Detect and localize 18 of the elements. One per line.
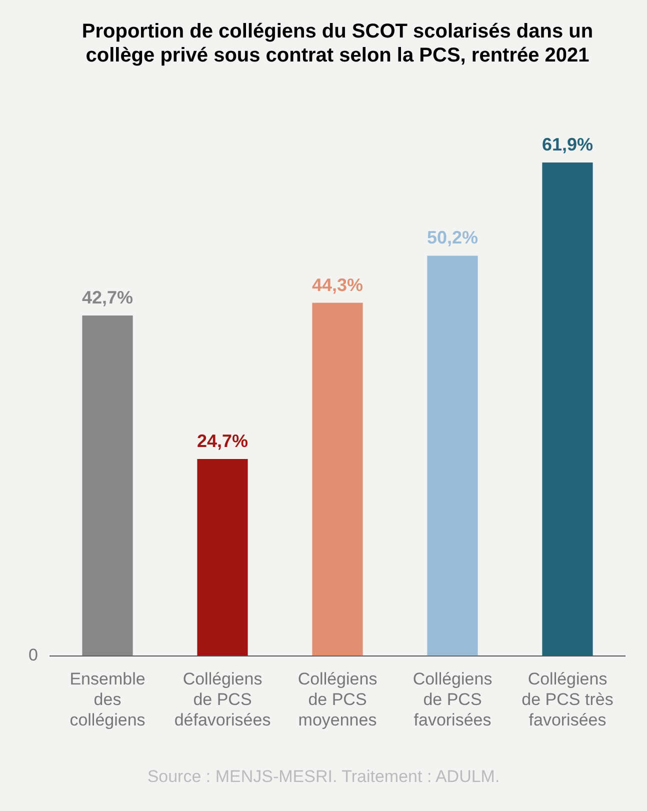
x-tick-label: Ensemble des collégiens <box>70 670 146 730</box>
bar <box>312 302 363 656</box>
x-tick-label: Collégiens de PCS favorisées <box>412 670 492 730</box>
data-label: 50,2% <box>426 228 478 248</box>
chart-title: Proportion de collégiens du SCOT scolarisés dans un collège privé sous contrat selon la PCS, rentrée 2021 <box>82 20 594 67</box>
data-label: 24,7% <box>196 430 248 451</box>
bar <box>197 458 248 656</box>
text: 0 <box>28 645 38 664</box>
bar <box>82 316 133 656</box>
data-label: 44,3% <box>312 274 364 295</box>
x-tick-label: Collégiens de PCS moyennes <box>298 670 378 730</box>
x-tick-label: Collégiens de PCS très favorisées <box>522 670 614 730</box>
source-note: Source : MENJS-MESRI. Traitement : ADULM. <box>146 767 501 787</box>
x-tick-label: Collégiens de PCS défavorisées <box>174 670 271 730</box>
bar <box>542 162 593 656</box>
data-label: 42,7% <box>82 288 134 308</box>
bar <box>427 256 478 656</box>
data-label: 61,9% <box>542 134 594 155</box>
